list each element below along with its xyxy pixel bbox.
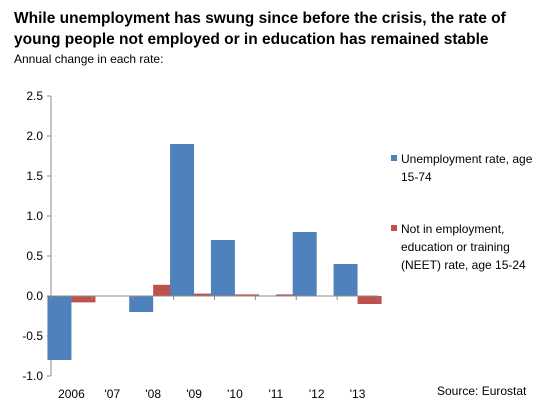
bar-neet-5 — [275, 294, 300, 296]
x-tick-label: '07 — [104, 387, 120, 401]
x-tick-label: '11 — [268, 387, 283, 401]
x-tick-label: '12 — [309, 387, 325, 401]
legend-label-neet: Not in employment, education or training… — [401, 222, 526, 272]
bar-unemployment-0 — [47, 296, 72, 360]
bar-unemployment-3 — [170, 144, 195, 296]
x-tick-label: '09 — [186, 387, 202, 401]
x-tick-label: '10 — [227, 387, 243, 401]
legend-swatch-unemployment — [391, 155, 397, 161]
y-tick-label: 2.5 — [26, 89, 43, 103]
bar-unemployment-7 — [333, 264, 358, 296]
x-tick-label: '08 — [145, 387, 161, 401]
bar-unemployment-2 — [129, 296, 154, 312]
bar-unemployment-4 — [210, 240, 235, 296]
legend-item-neet: Not in employment, education or training… — [391, 220, 551, 274]
bar-neet-3 — [194, 293, 219, 296]
y-tick-label: 1.0 — [26, 209, 43, 223]
y-tick-label: 0.0 — [26, 289, 43, 303]
bar-neet-4 — [234, 294, 259, 296]
y-tick-label: 1.5 — [26, 169, 43, 183]
y-tick-label: 2.0 — [26, 129, 43, 143]
y-tick-label: -0.5 — [22, 329, 43, 343]
chart-title: While unemployment has swung since befor… — [14, 10, 506, 48]
y-tick-label: -1.0 — [22, 369, 43, 383]
source-note: Source: Eurostat — [437, 384, 527, 398]
chart-subtitle: Annual change in each rate: — [14, 52, 164, 66]
x-tick-label: '13 — [350, 387, 366, 401]
bar-neet-2 — [153, 284, 178, 296]
bar-neet-0 — [71, 296, 96, 303]
x-tick-label: 2006 — [58, 387, 85, 401]
legend-label-unemployment: Unemployment rate, age 15-74 — [401, 152, 533, 184]
bar-neet-7 — [357, 296, 382, 304]
legend-swatch-neet — [391, 225, 397, 231]
bar-unemployment-6 — [292, 232, 317, 296]
y-tick-label: 0.5 — [26, 249, 43, 263]
legend-item-unemployment: Unemployment rate, age 15-74 — [391, 150, 551, 186]
